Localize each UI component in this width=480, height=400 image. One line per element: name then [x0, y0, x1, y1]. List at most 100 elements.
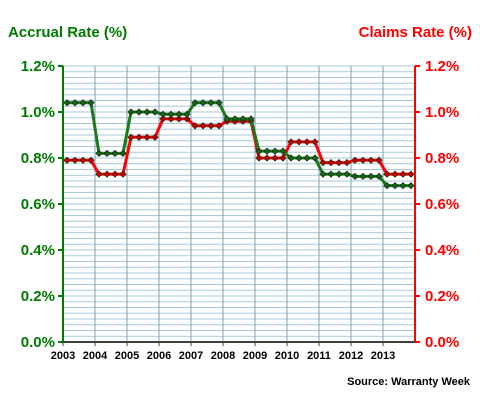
- accrual-rate-marker: [279, 147, 287, 155]
- claims-rate-marker: [175, 115, 183, 123]
- accrual-rate-marker: [247, 115, 255, 123]
- accrual-rate-marker: [71, 99, 79, 107]
- claims-rate-marker: [191, 122, 199, 130]
- claims-rate-marker: [167, 115, 175, 123]
- accrual-rate-marker: [271, 147, 279, 155]
- accrual-rate-marker: [367, 172, 375, 181]
- accrual-rate-marker: [383, 181, 391, 190]
- x-tick-label: 2012: [339, 350, 363, 362]
- claims-rate-marker: [271, 154, 279, 162]
- y-tick-label-left: 1.0%: [21, 104, 55, 121]
- accrual-rate-marker: [223, 115, 231, 123]
- accrual-rate-marker: [191, 99, 199, 107]
- claims-rate-marker: [199, 122, 207, 130]
- accrual-rate-marker: [159, 110, 167, 118]
- x-tick-label: 2013: [371, 350, 395, 362]
- claims-rate-marker: [399, 170, 407, 178]
- accrual-rate-marker: [119, 149, 127, 158]
- claims-rate-marker: [287, 138, 295, 146]
- claims-rate-marker: [303, 138, 311, 146]
- accrual-rate-marker: [263, 147, 271, 155]
- accrual-rate-marker: [407, 181, 415, 190]
- claims-rate-marker: [279, 154, 287, 162]
- source-note: Source: Warranty Week: [347, 376, 471, 388]
- x-tick-label: 2004: [83, 350, 108, 362]
- claims-rate-marker: [311, 138, 319, 146]
- x-tick-label: 2011: [307, 350, 331, 362]
- series-layer: [63, 99, 415, 190]
- accrual-rate-marker: [359, 172, 367, 181]
- accrual-rate-marker: [319, 170, 327, 178]
- claims-rate-marker: [375, 156, 383, 164]
- accrual-rate-marker: [127, 108, 135, 116]
- accrual-rate-marker: [255, 147, 263, 155]
- claims-rate-marker: [295, 138, 303, 146]
- accrual-rate-marker: [239, 115, 247, 123]
- claims-rate-marker: [391, 170, 399, 178]
- x-tick-label: 2010: [275, 350, 299, 362]
- accrual-rate-marker: [167, 110, 175, 118]
- claims-rate-marker: [407, 170, 415, 178]
- accrual-rate-marker: [351, 172, 359, 181]
- accrual-rate-marker: [335, 170, 343, 178]
- y-tick-label-left: 1.2%: [21, 58, 55, 75]
- claims-rate-marker: [127, 133, 135, 141]
- y-tick-label-right: 1.2%: [425, 58, 459, 75]
- claims-rate-marker: [383, 170, 391, 178]
- claims-rate-marker: [327, 158, 335, 167]
- accrual-rate-marker: [95, 149, 103, 158]
- accrual-rate-marker: [103, 149, 111, 158]
- claims-rate-marker: [143, 133, 151, 141]
- accrual-rate-marker: [311, 154, 319, 162]
- claims-rate-marker: [151, 133, 159, 141]
- y-tick-label-right: 0.8%: [425, 150, 459, 167]
- claims-rate-marker: [335, 158, 343, 167]
- claims-rate-marker: [95, 170, 103, 178]
- x-tick-label: 2009: [243, 350, 267, 362]
- claims-rate-marker: [71, 156, 79, 164]
- accrual-rate-marker: [79, 99, 87, 107]
- claims-rate-marker: [111, 170, 119, 178]
- accrual-rate-marker: [343, 170, 351, 178]
- claims-rate-marker: [207, 122, 215, 130]
- claims-rate-marker: [343, 158, 351, 167]
- y-tick-label-right: 1.0%: [425, 104, 459, 121]
- accrual-rate-marker: [87, 99, 95, 107]
- accrual-rate-marker: [303, 154, 311, 162]
- y-tick-label-left: 0.0%: [21, 334, 55, 351]
- accrual-rate-marker: [199, 99, 207, 107]
- claims-rate-marker: [119, 170, 127, 178]
- y-tick-label-right: 0.4%: [425, 242, 459, 259]
- accrual-rate-marker: [175, 110, 183, 118]
- claims-rate-marker: [135, 133, 143, 141]
- accrual-rate-marker: [183, 110, 191, 118]
- right-axis-title: Claims Rate (%): [359, 24, 472, 41]
- accrual-rate-marker: [143, 108, 151, 116]
- y-tick-label-left: 0.8%: [21, 150, 55, 167]
- accrual-rate-marker: [207, 99, 215, 107]
- accrual-rate-marker: [231, 115, 239, 123]
- accrual-rate-marker: [151, 108, 159, 116]
- y-tick-label-left: 0.6%: [21, 196, 55, 213]
- claims-rate-marker: [367, 156, 375, 164]
- accrual-rate-marker: [287, 154, 295, 162]
- accrual-rate-marker: [375, 172, 383, 181]
- x-tick-label: 2007: [179, 350, 203, 362]
- claims-rate-marker: [263, 154, 271, 162]
- claims-rate-marker: [159, 115, 167, 123]
- accrual-rate-marker: [399, 181, 407, 190]
- claims-rate-marker: [359, 156, 367, 164]
- claims-rate-marker: [79, 156, 87, 164]
- claims-rate-marker: [351, 156, 359, 164]
- claims-rate-marker: [87, 156, 95, 164]
- left-axis-title: Accrual Rate (%): [8, 24, 127, 41]
- claims-rate-marker: [215, 122, 223, 130]
- x-tick-label: 2003: [51, 350, 75, 362]
- claims-rate-marker: [183, 115, 191, 123]
- x-tick-label: 2006: [147, 350, 171, 362]
- accrual-rate-marker: [215, 99, 223, 107]
- y-tick-label-right: 0.6%: [425, 196, 459, 213]
- accrual-rate-marker: [63, 99, 71, 107]
- accrual-rate-marker: [135, 108, 143, 116]
